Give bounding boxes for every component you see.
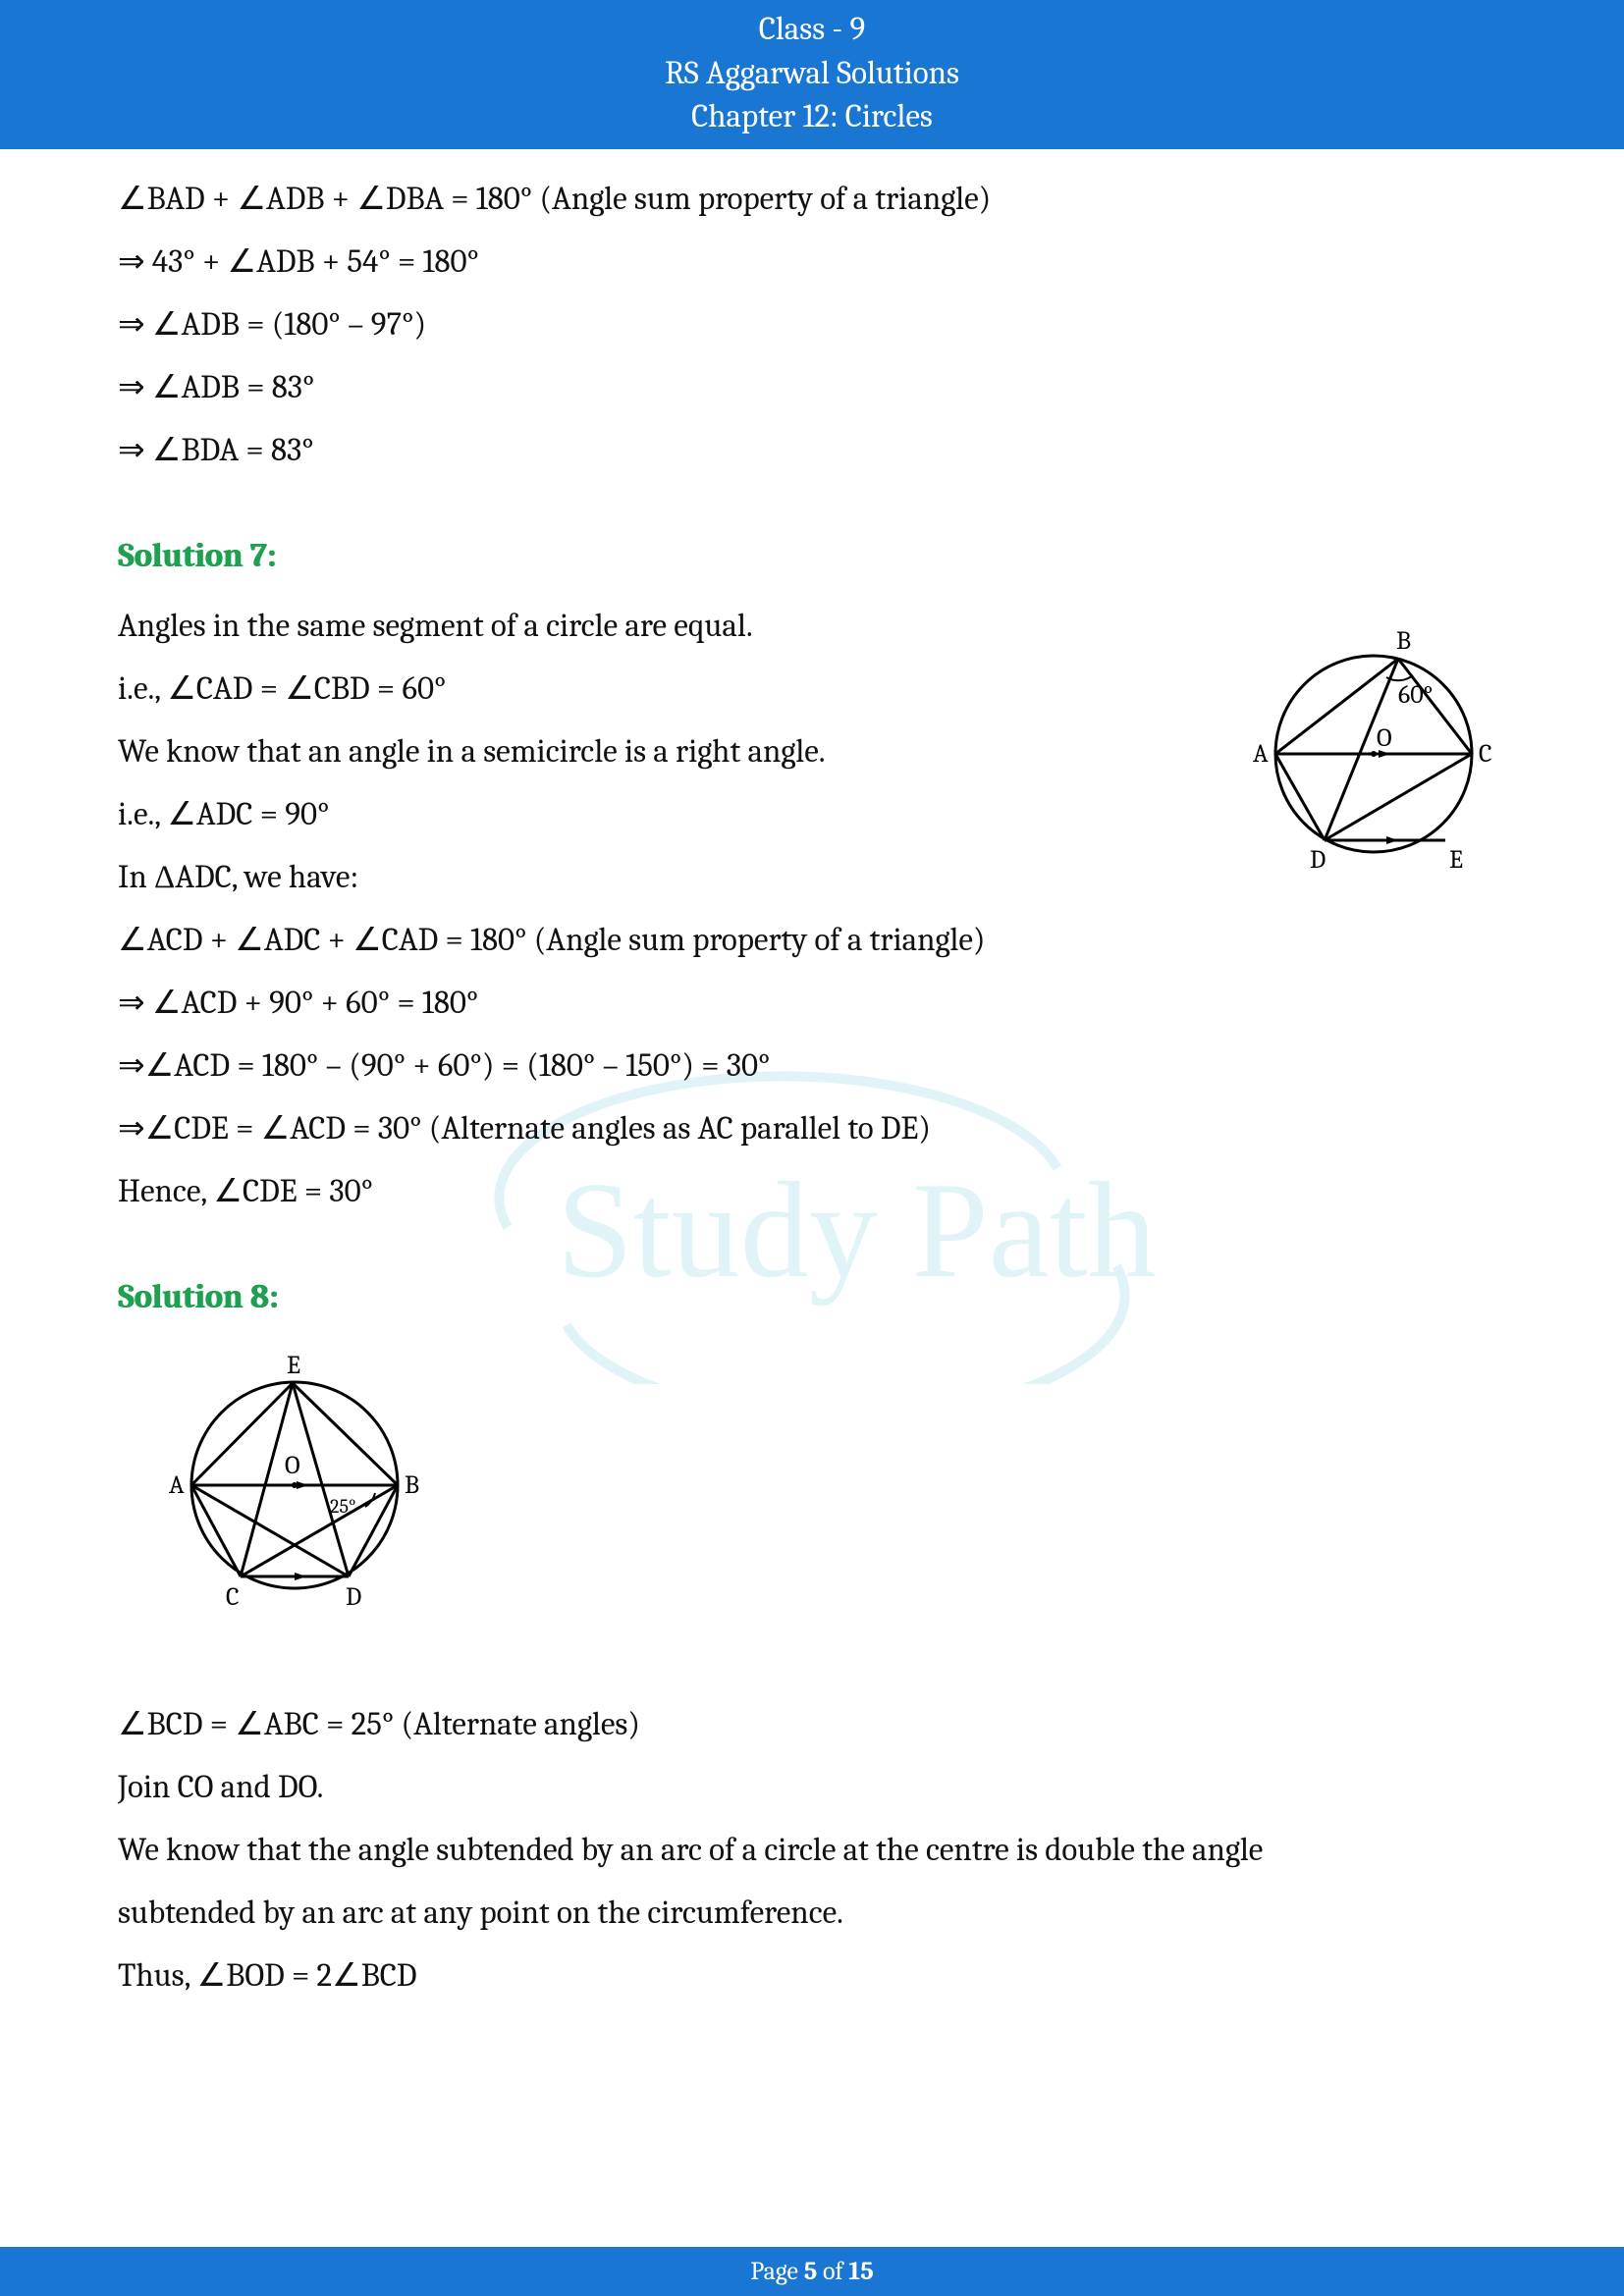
svg-text:A: A [169, 1470, 185, 1500]
solution-8-block: E O A B C D 25° ∠BCD = ∠ABC = 25° (Alter… [118, 1348, 1506, 2006]
svg-text:B: B [1396, 626, 1411, 656]
math-line: ∠BAD + ∠ADB + ∠DBA = 180° (Angle sum pro… [118, 170, 1506, 230]
math-line: ⇒∠ACD = 180° – (90° + 60°) = (180° – 150… [118, 1037, 1506, 1096]
svg-text:B: B [405, 1470, 419, 1500]
solution-8-figure: E O A B C D 25° [147, 1348, 1506, 1643]
solution-7-heading: Solution 7: [118, 525, 1506, 587]
math-line: ⇒ 43° + ∠ADB + 54° = 180° [118, 233, 1506, 293]
header-class: Class - 9 [0, 8, 1624, 52]
svg-text:25°: 25° [330, 1495, 355, 1518]
math-line: ⇒ ∠BDA = 83° [118, 421, 1506, 481]
svg-text:E: E [287, 1351, 300, 1380]
math-line: ∠BCD = ∠ABC = 25° (Alternate angles) [118, 1695, 1506, 1755]
svg-text:60°: 60° [1398, 680, 1433, 710]
page-content: ∠BAD + ∠ADB + ∠DBA = 180° (Angle sum pro… [0, 149, 1624, 2007]
footer-total: 15 [848, 2257, 873, 2286]
math-line: Join CO and DO. [118, 1758, 1506, 1818]
footer-pagenum: 5 [804, 2257, 818, 2286]
footer-prefix: Page [750, 2257, 803, 2286]
svg-text:A: A [1253, 739, 1269, 769]
svg-text:E: E [1449, 845, 1463, 875]
svg-text:D: D [346, 1582, 361, 1612]
svg-text:O: O [285, 1451, 300, 1480]
footer-of: of [817, 2257, 848, 2286]
header-chapter: Chapter 12: Circles [0, 95, 1624, 139]
math-line: ⇒ ∠ADB = 83° [118, 358, 1506, 418]
svg-text:D: D [1310, 845, 1326, 875]
math-line: ⇒ ∠ACD + 90° + 60° = 180° [118, 974, 1506, 1034]
math-line: We know that the angle subtended by an a… [118, 1821, 1506, 1881]
solution-7-block: B 60° O A C D E Angles in the same segme… [118, 597, 1506, 1222]
math-line: subtended by an arc at any point on the … [118, 1884, 1506, 1944]
page-footer: Page 5 of 15 [0, 2247, 1624, 2296]
svg-text:C: C [226, 1582, 240, 1612]
header-book: RS Aggarwal Solutions [0, 52, 1624, 96]
math-line: Hence, ∠CDE = 30° [118, 1162, 1506, 1222]
svg-text:C: C [1479, 739, 1492, 769]
svg-text:O: O [1377, 723, 1392, 753]
solution-8-heading: Solution 8: [118, 1266, 1506, 1328]
math-line: ⇒∠CDE = ∠ACD = 30° (Alternate angles as … [118, 1099, 1506, 1159]
solution-6-tail: ∠BAD + ∠ADB + ∠DBA = 180° (Angle sum pro… [118, 170, 1506, 481]
math-line: ∠ACD + ∠ADC + ∠CAD = 180° (Angle sum pro… [118, 911, 1506, 971]
page-header: Class - 9 RS Aggarwal Solutions Chapter … [0, 0, 1624, 149]
math-line: ⇒ ∠ADB = (180° – 97°) [118, 295, 1506, 355]
solution-7-figure: B 60° O A C D E [1231, 626, 1516, 902]
math-line: Thus, ∠BOD = 2∠BCD [118, 1947, 1506, 2006]
